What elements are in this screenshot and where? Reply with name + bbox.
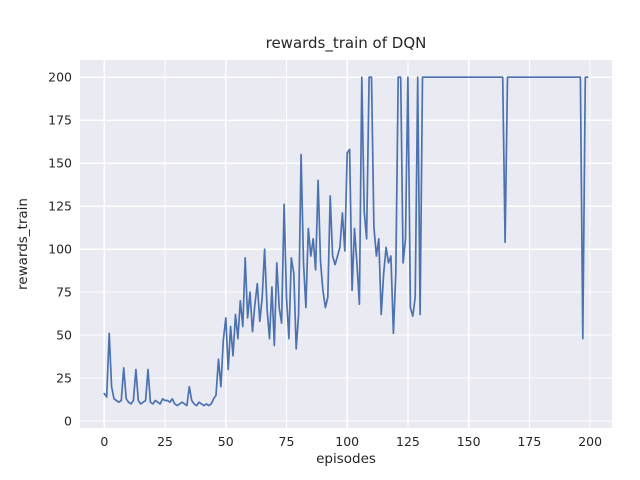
- y-tick-label: 175: [48, 113, 72, 128]
- y-tick-labels: 0 25 50 75 100 125 150 175 200: [48, 70, 72, 429]
- series-line: [103, 76, 589, 407]
- y-tick-label: 150: [48, 156, 72, 171]
- y-tick-label: 100: [48, 242, 72, 257]
- y-tick-label: 125: [48, 199, 72, 214]
- x-tick-label: 75: [279, 434, 295, 449]
- x-tick-label: 200: [578, 434, 602, 449]
- x-tick-label: 125: [396, 434, 420, 449]
- y-tick-label: 0: [64, 414, 72, 429]
- x-tick-label: 25: [157, 434, 173, 449]
- y-tick-label: 75: [56, 285, 72, 300]
- x-axis-label: episodes: [316, 451, 376, 467]
- x-tick-labels: 0 25 50 75 100 125 150 175 200: [100, 434, 602, 449]
- x-tick-label: 50: [218, 434, 234, 449]
- x-tick-label: 175: [517, 434, 541, 449]
- y-tick-label: 200: [48, 70, 72, 85]
- x-tick-label: 100: [335, 434, 359, 449]
- y-axis-label: rewards_train: [15, 198, 31, 290]
- chart-title: rewards_train of DQN: [266, 34, 427, 53]
- plot-background: [80, 60, 612, 428]
- x-tick-label: 0: [100, 434, 108, 449]
- y-tick-label: 50: [56, 328, 72, 343]
- x-tick-label: 150: [457, 434, 481, 449]
- y-tick-label: 25: [56, 371, 72, 386]
